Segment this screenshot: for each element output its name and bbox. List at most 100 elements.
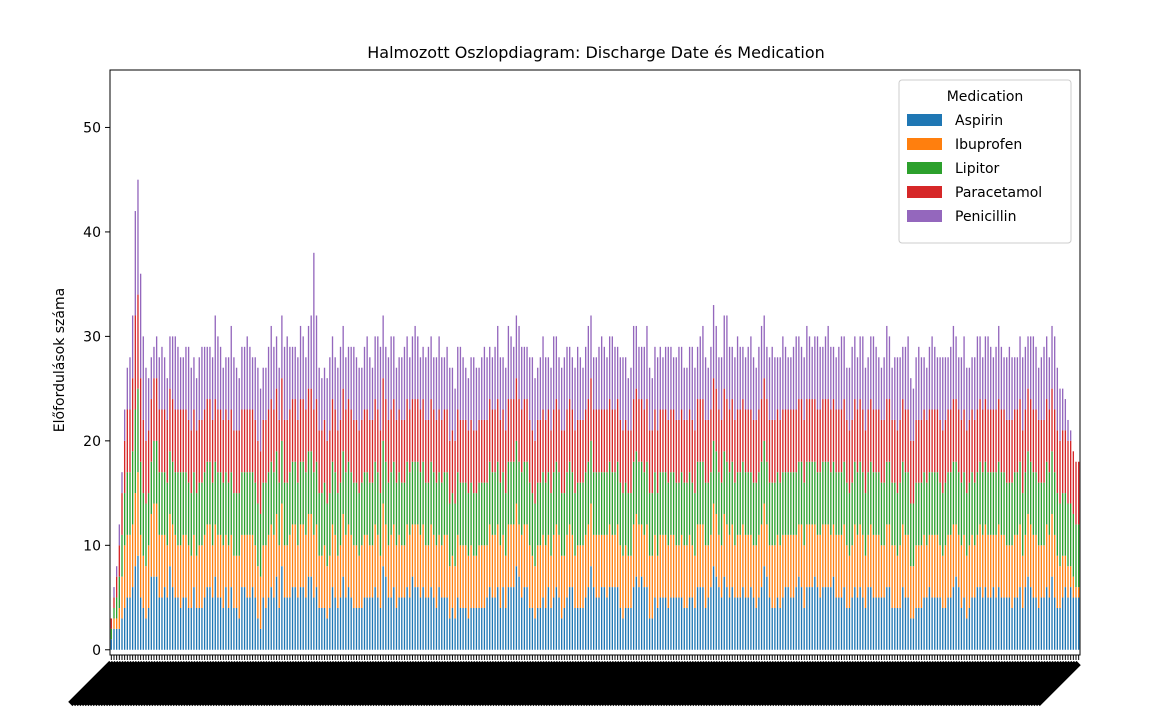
bar-segment-lipitor (283, 482, 286, 546)
bar-segment-lipitor (1051, 451, 1053, 514)
bar-segment-penicillin (561, 367, 563, 431)
bar-segment-ibuprofen (539, 545, 542, 608)
legend-items: AspirinIbuprofenLipitorParacetamolPenici… (907, 113, 1042, 225)
bar-stack (936, 357, 939, 650)
bar-segment-aspirin (1064, 587, 1067, 650)
bar-segment-penicillin (553, 336, 555, 410)
bar-stack (720, 357, 723, 650)
bar-segment-lipitor (155, 440, 158, 504)
bar-segment-ibuprofen (1064, 555, 1067, 588)
bar-segment-penicillin (361, 367, 363, 420)
bar-segment-lipitor (630, 493, 632, 556)
bar-segment-aspirin (238, 618, 240, 650)
bar-stack (305, 357, 307, 650)
bar-stack (123, 409, 126, 650)
bar-segment-aspirin (806, 587, 808, 650)
bar-segment-ibuprofen (768, 545, 771, 598)
bar-segment-penicillin (950, 346, 952, 410)
bar-segment-aspirin (257, 618, 259, 650)
bar-segment-lipitor (545, 482, 547, 546)
bar-segment-ibuprofen (1043, 545, 1045, 598)
bar-segment-aspirin (403, 597, 406, 650)
bar-segment-ibuprofen (880, 545, 883, 598)
bar-segment-ibuprofen (387, 545, 390, 598)
bar-segment-penicillin (803, 357, 805, 420)
bar-segment-lipitor (377, 472, 379, 535)
bar-segment-lipitor (1067, 503, 1069, 567)
bar-segment-penicillin (350, 346, 352, 410)
bar-segment-aspirin (361, 607, 363, 650)
bar-stack (454, 388, 456, 650)
bar-segment-ibuprofen (174, 534, 176, 598)
bar-stack (1019, 336, 1021, 650)
bar-segment-ibuprofen (798, 524, 800, 577)
bar-segment-paracetamol (726, 399, 728, 462)
bar-segment-lipitor (385, 461, 387, 525)
bar-segment-aspirin (585, 597, 587, 650)
bar-segment-aspirin (305, 597, 307, 650)
bar-segment-penicillin (131, 315, 134, 379)
bar-segment-lipitor (742, 461, 744, 525)
bar-segment-penicillin (939, 357, 941, 420)
bar-segment-lipitor (835, 472, 837, 535)
bar-segment-aspirin (699, 587, 701, 650)
bar-segment-penicillin (1003, 357, 1005, 410)
bar-segment-penicillin (595, 357, 597, 410)
bar-segment-paracetamol (129, 409, 131, 473)
bar-stack (856, 357, 859, 650)
bar-segment-aspirin (683, 607, 685, 650)
bar-segment-penicillin (249, 346, 251, 410)
bar-segment-ibuprofen (411, 524, 414, 577)
bar-segment-lipitor (1040, 482, 1043, 546)
bar-segment-lipitor (816, 472, 819, 535)
bar-segment-paracetamol (121, 493, 123, 535)
bar-segment-paracetamol (137, 294, 139, 389)
bar-segment-penicillin (816, 336, 819, 410)
bar-segment-ibuprofen (670, 534, 672, 598)
bar-stack (430, 336, 432, 650)
bar-segment-ibuprofen (601, 534, 603, 588)
bar-segment-paracetamol (219, 409, 222, 473)
bar-segment-ibuprofen (974, 545, 976, 598)
bar-segment-ibuprofen (619, 545, 621, 608)
bar-segment-ibuprofen (667, 545, 669, 608)
bar-segment-ibuprofen (958, 534, 960, 588)
bar-segment-lipitor (622, 493, 624, 556)
bar-stack (166, 378, 168, 650)
bar-segment-aspirin (1014, 597, 1016, 650)
bar-segment-aspirin (678, 597, 680, 650)
bar-segment-aspirin (627, 607, 629, 650)
bar-segment-lipitor (864, 493, 867, 556)
bar-stack (233, 357, 235, 650)
bar-segment-ibuprofen (1040, 545, 1043, 598)
bar-segment-penicillin (1062, 388, 1064, 431)
bar-segment-aspirin (739, 597, 741, 650)
bar-segment-lipitor (859, 461, 861, 525)
bar-segment-paracetamol (611, 409, 613, 473)
bar-segment-penicillin (880, 367, 883, 420)
bar-stack (888, 336, 891, 650)
bar-segment-lipitor (523, 461, 526, 525)
bar-segment-paracetamol (209, 399, 211, 462)
bar-segment-ibuprofen (254, 545, 256, 598)
bar-stack (574, 367, 576, 650)
bar-segment-paracetamol (734, 419, 736, 483)
bar-segment-ibuprofen (1054, 534, 1056, 598)
bar-stack (395, 367, 398, 650)
bar-segment-ibuprofen (968, 545, 971, 608)
bar-segment-lipitor (265, 482, 267, 546)
bar-segment-penicillin (920, 357, 923, 420)
bar-stack (995, 346, 997, 650)
bar-segment-paracetamol (595, 409, 597, 473)
bar-segment-lipitor (998, 461, 1000, 525)
bar-segment-lipitor (238, 493, 240, 556)
bar-segment-ibuprofen (417, 524, 419, 588)
bar-segment-aspirin (430, 587, 432, 650)
bar-segment-penicillin (670, 346, 672, 410)
bar-segment-ibuprofen (1019, 524, 1021, 588)
bar-stack (699, 336, 701, 650)
bar-stack (243, 346, 246, 650)
bar-segment-ibuprofen (910, 566, 912, 619)
bar-stack (510, 336, 512, 650)
